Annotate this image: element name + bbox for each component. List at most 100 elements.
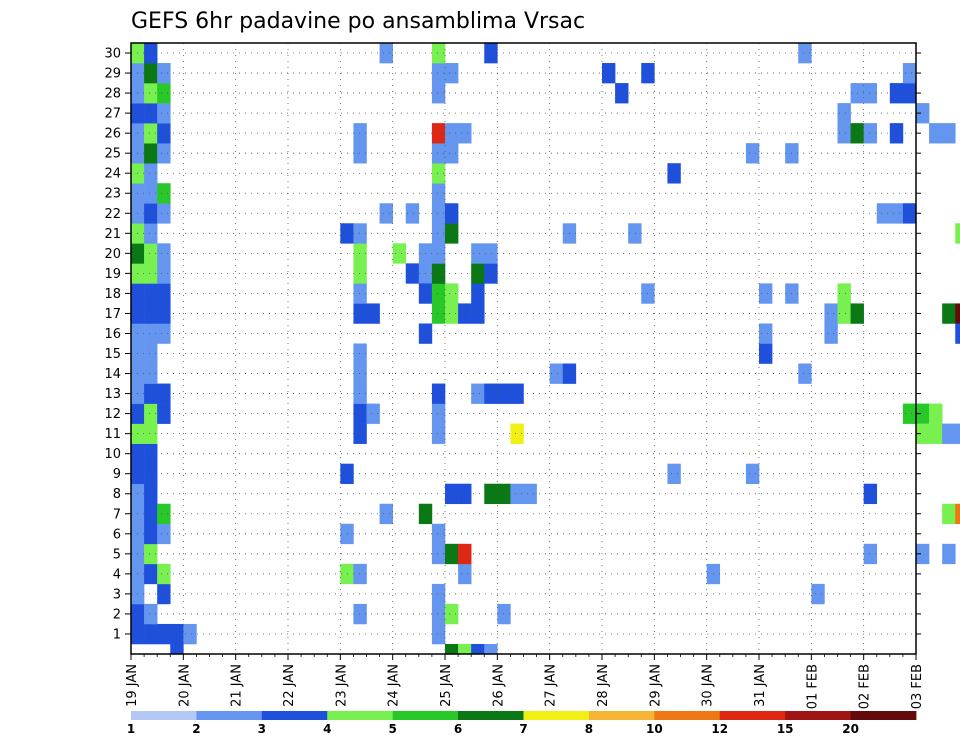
heatmap-cell <box>353 563 367 585</box>
x-tick-label: 22 JAN <box>282 664 297 707</box>
y-tick-label: 2 <box>113 607 121 622</box>
heatmap-cell <box>431 403 446 424</box>
y-tick-label: 28 <box>104 87 121 102</box>
legend-label: 5 <box>388 722 396 736</box>
heatmap-cell <box>144 263 158 284</box>
y-tick-label: 18 <box>104 287 121 302</box>
heatmap-cell <box>144 403 158 424</box>
heatmap-cell <box>471 243 485 264</box>
heatmap-cell <box>863 83 878 104</box>
heatmap-cell <box>837 103 851 124</box>
y-tick-label: 14 <box>104 367 121 382</box>
y-tick-label: 13 <box>104 387 121 402</box>
heatmap-cell <box>929 423 943 444</box>
heatmap-cell <box>144 63 158 84</box>
heatmap-cell <box>798 363 812 384</box>
heatmap-cell <box>955 303 960 324</box>
heatmap-cell <box>431 523 446 545</box>
heatmap-cell <box>445 203 459 224</box>
heatmap-cell <box>157 263 171 284</box>
heatmap-cell <box>471 263 485 284</box>
heatmap-cell <box>157 383 171 404</box>
heatmap-cell <box>353 363 367 384</box>
chart-title: GEFS 6hr padavine po ansamblima Vrsac <box>131 9 585 34</box>
legend-swatch <box>719 711 786 720</box>
heatmap-cell <box>144 363 158 384</box>
y-tick-label: 30 <box>104 47 121 62</box>
heatmap-cell <box>144 303 158 324</box>
x-tick-label: 19 JAN <box>125 664 140 707</box>
heatmap-cell <box>445 483 459 505</box>
heatmap-cell <box>628 223 642 244</box>
legend-swatch <box>392 711 459 720</box>
heatmap-cell <box>379 503 393 525</box>
y-tick-label: 8 <box>113 487 121 502</box>
heatmap-cell <box>759 343 773 364</box>
heatmap-cell <box>144 243 158 264</box>
heatmap-cell <box>157 203 171 224</box>
y-tick-label: 19 <box>104 267 121 282</box>
heatmap-cell <box>366 403 380 424</box>
heatmap-cell <box>902 83 917 104</box>
heatmap-cell <box>667 163 681 184</box>
y-tick-label: 27 <box>104 107 121 122</box>
y-tick-label: 21 <box>104 227 121 242</box>
heatmap-cell <box>157 403 171 424</box>
heatmap-cell <box>431 423 446 444</box>
heatmap-cell <box>431 43 446 64</box>
heatmap-cell <box>157 503 171 525</box>
heatmap-cell <box>824 323 838 344</box>
legend-label: 10 <box>646 722 663 736</box>
heatmap-cell <box>602 63 616 84</box>
heatmap-cell <box>916 103 930 124</box>
heatmap-cell <box>392 243 407 264</box>
heatmap-cell <box>445 63 459 84</box>
heatmap-cell <box>431 243 446 264</box>
heatmap-cell <box>353 303 367 324</box>
y-tick-label: 3 <box>113 587 121 602</box>
heatmap-cell <box>144 283 158 304</box>
heatmap-cell <box>471 643 485 655</box>
heatmap-cell <box>510 383 524 404</box>
heatmap-cell <box>144 503 158 525</box>
y-tick-label: 12 <box>104 407 121 422</box>
heatmap-cell <box>431 283 446 304</box>
heatmap-cell <box>144 163 158 184</box>
legend-label: 3 <box>258 722 266 736</box>
heatmap-cell <box>379 43 393 64</box>
y-tick-label: 23 <box>104 187 121 202</box>
heatmap-cell <box>863 483 878 505</box>
heatmap-cell <box>431 63 446 84</box>
heatmap-cell <box>458 563 472 585</box>
heatmap-cell <box>144 123 158 144</box>
legend-label: 2 <box>192 722 200 736</box>
heatmap-cell <box>942 543 956 565</box>
heatmap-cell <box>144 203 158 224</box>
heatmap-cell <box>497 383 511 404</box>
legend-label: 1 <box>127 722 135 736</box>
plot-frame <box>130 42 917 655</box>
x-tick-label: 03 FEB <box>910 664 925 709</box>
legend-swatch <box>588 711 655 720</box>
heatmap-cell <box>471 283 485 304</box>
heatmap-cell <box>445 543 459 565</box>
y-tick-label: 22 <box>104 207 121 222</box>
heatmap-cell <box>157 563 171 585</box>
heatmap-cell <box>889 203 904 224</box>
legend-swatch <box>327 711 394 720</box>
heatmap-cell <box>157 303 171 324</box>
y-tick-label: 7 <box>113 507 121 522</box>
x-tick-label: 01 FEB <box>805 664 820 709</box>
heatmap-cell <box>863 543 878 565</box>
x-tick-label: 02 FEB <box>858 664 873 709</box>
heatmap-cell <box>942 423 956 444</box>
heatmap-cell <box>549 363 564 384</box>
heatmap-cell <box>431 603 446 625</box>
heatmap-cell <box>445 643 459 655</box>
legend-label: 8 <box>585 722 593 736</box>
heatmap-cell <box>157 183 171 204</box>
heatmap-cell <box>916 403 930 424</box>
heatmap-cell <box>510 483 524 505</box>
x-tick-label: 23 JAN <box>334 664 349 707</box>
heatmap-cell <box>157 63 171 84</box>
